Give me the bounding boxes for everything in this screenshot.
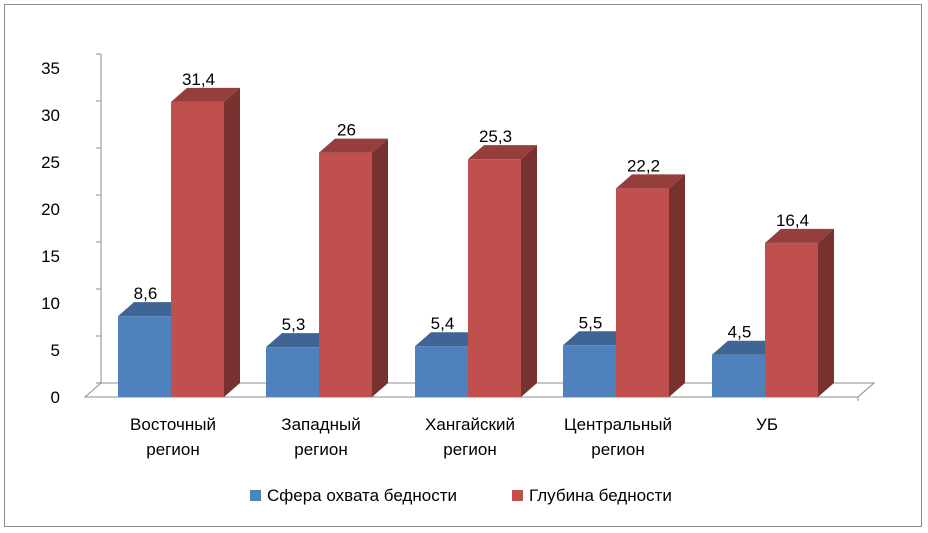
data-label: 5,3 <box>282 315 306 334</box>
bar-front <box>415 346 468 397</box>
x-tick-label: регион <box>294 440 347 459</box>
bar-top <box>765 228 834 243</box>
bar-front <box>118 316 171 397</box>
data-label: 5,4 <box>431 314 455 333</box>
bar-top <box>171 87 240 102</box>
bar-top <box>266 333 335 348</box>
y-tick-label: 30 <box>41 106 60 125</box>
y-tick-label: 25 <box>41 153 60 172</box>
x-tick-label: Восточный <box>130 415 216 434</box>
legend-swatch <box>512 490 523 501</box>
bar-front <box>765 242 818 397</box>
x-tick-label: регион <box>591 440 644 459</box>
bar-top <box>319 138 388 153</box>
bar-top <box>563 331 632 346</box>
legend-label: Сфера охвата бедности <box>267 486 457 505</box>
bar-front <box>319 152 372 397</box>
y-tick-label: 0 <box>51 388 60 407</box>
y-tick-label: 35 <box>41 59 60 78</box>
x-tick-label: УБ <box>756 415 778 434</box>
data-label: 25,3 <box>479 127 512 146</box>
bar-front <box>712 354 765 397</box>
y-tick-label: 15 <box>41 247 60 266</box>
data-label: 4,5 <box>728 323 752 342</box>
data-label: 5,5 <box>579 313 603 332</box>
bar-side <box>224 87 240 397</box>
x-tick-label: Хангайский <box>425 415 515 434</box>
bar-front <box>468 159 521 397</box>
x-tick-label: регион <box>146 440 199 459</box>
data-label: 26 <box>337 121 356 140</box>
bar-top <box>712 340 781 355</box>
data-label: 31,4 <box>182 70 215 89</box>
y-tick-label: 10 <box>41 294 60 313</box>
legend-label: Глубина бедности <box>529 486 672 505</box>
y-tick-label: 20 <box>41 200 60 219</box>
data-label: 8,6 <box>134 284 158 303</box>
bar-side <box>372 138 388 397</box>
bar-side <box>818 228 834 397</box>
y-tick-label: 5 <box>51 341 60 360</box>
legend-swatch <box>250 490 261 501</box>
bar-top <box>415 332 484 347</box>
bar-side <box>521 145 537 397</box>
x-tick-label: Западный <box>281 415 360 434</box>
x-tick-label: Центральный <box>564 415 672 434</box>
bar-front <box>563 345 616 397</box>
bar-front <box>616 188 669 397</box>
data-label: 16,4 <box>776 211 809 230</box>
bar-front <box>266 347 319 397</box>
data-label: 22,2 <box>627 156 660 175</box>
bar-front <box>171 101 224 397</box>
x-tick-label: регион <box>443 440 496 459</box>
bar-top <box>118 302 187 317</box>
bar-top <box>468 145 537 160</box>
bar-top <box>616 174 685 189</box>
bar-side <box>669 174 685 397</box>
